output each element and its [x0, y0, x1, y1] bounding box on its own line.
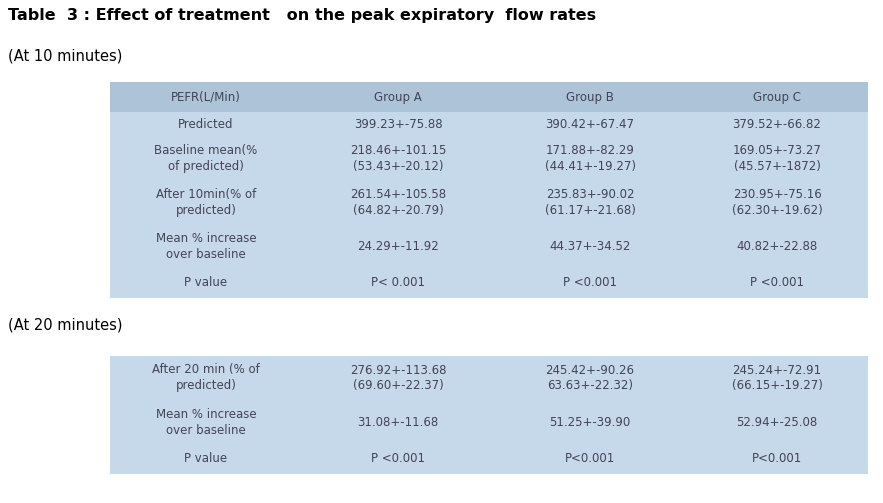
Text: 390.42+-67.47: 390.42+-67.47	[546, 118, 635, 130]
Text: PEFR(L/Min): PEFR(L/Min)	[171, 91, 241, 104]
Text: 399.23+-75.88: 399.23+-75.88	[354, 118, 442, 130]
Bar	[110, 82, 868, 298]
Text: 230.95+-75.16
(62.30+-19.62): 230.95+-75.16 (62.30+-19.62)	[732, 188, 822, 216]
Text: 379.52+-66.82: 379.52+-66.82	[733, 118, 821, 130]
Text: 245.42+-90.26
63.63+-22.32): 245.42+-90.26 63.63+-22.32)	[546, 364, 635, 392]
Bar	[110, 356, 868, 474]
Text: P value: P value	[185, 277, 228, 290]
Text: 52.94+-25.08: 52.94+-25.08	[736, 415, 818, 429]
Text: 44.37+-34.52: 44.37+-34.52	[549, 239, 630, 253]
Text: P <0.001: P <0.001	[371, 453, 425, 465]
Text: 40.82+-22.88: 40.82+-22.88	[736, 239, 818, 253]
Text: Table  3 : Effect of treatment   on the peak expiratory  flow rates: Table 3 : Effect of treatment on the pea…	[8, 8, 596, 23]
Text: P <0.001: P <0.001	[750, 277, 804, 290]
Text: 235.83+-90.02
(61.17+-21.68): 235.83+-90.02 (61.17+-21.68)	[545, 188, 636, 216]
Text: Mean % increase
over baseline: Mean % increase over baseline	[155, 231, 256, 261]
Text: 261.54+-105.58
(64.82+-20.79): 261.54+-105.58 (64.82+-20.79)	[350, 188, 446, 216]
Text: P <0.001: P <0.001	[563, 277, 617, 290]
Text: After 10min(% of
predicted): After 10min(% of predicted)	[156, 188, 256, 216]
Text: 218.46+-101.15
(53.43+-20.12): 218.46+-101.15 (53.43+-20.12)	[350, 143, 446, 173]
Text: Group A: Group A	[374, 91, 422, 104]
Bar	[110, 82, 868, 112]
Text: Predicted: Predicted	[178, 118, 234, 130]
Text: P value: P value	[185, 453, 228, 465]
Text: Group B: Group B	[566, 91, 614, 104]
Text: After 20 min (% of
predicted): After 20 min (% of predicted)	[152, 364, 260, 392]
Text: 245.24+-72.91
(66.15+-19.27): 245.24+-72.91 (66.15+-19.27)	[731, 364, 822, 392]
Text: P<0.001: P<0.001	[565, 453, 615, 465]
Text: 169.05+-73.27
(45.57+-1872): 169.05+-73.27 (45.57+-1872)	[733, 143, 821, 173]
Text: 51.25+-39.90: 51.25+-39.90	[549, 415, 630, 429]
Text: 276.92+-113.68
(69.60+-22.37): 276.92+-113.68 (69.60+-22.37)	[350, 364, 446, 392]
Text: 171.88+-82.29
(44.41+-19.27): 171.88+-82.29 (44.41+-19.27)	[545, 143, 636, 173]
Text: Baseline mean(%
of predicted): Baseline mean(% of predicted)	[155, 143, 258, 173]
Text: (At 20 minutes): (At 20 minutes)	[8, 318, 123, 333]
Text: Group C: Group C	[753, 91, 801, 104]
Text: Mean % increase
over baseline: Mean % increase over baseline	[155, 407, 256, 437]
Text: 24.29+-11.92: 24.29+-11.92	[357, 239, 439, 253]
Text: P<0.001: P<0.001	[752, 453, 802, 465]
Text: P< 0.001: P< 0.001	[371, 277, 425, 290]
Text: (At 10 minutes): (At 10 minutes)	[8, 48, 123, 63]
Text: 31.08+-11.68: 31.08+-11.68	[358, 415, 439, 429]
